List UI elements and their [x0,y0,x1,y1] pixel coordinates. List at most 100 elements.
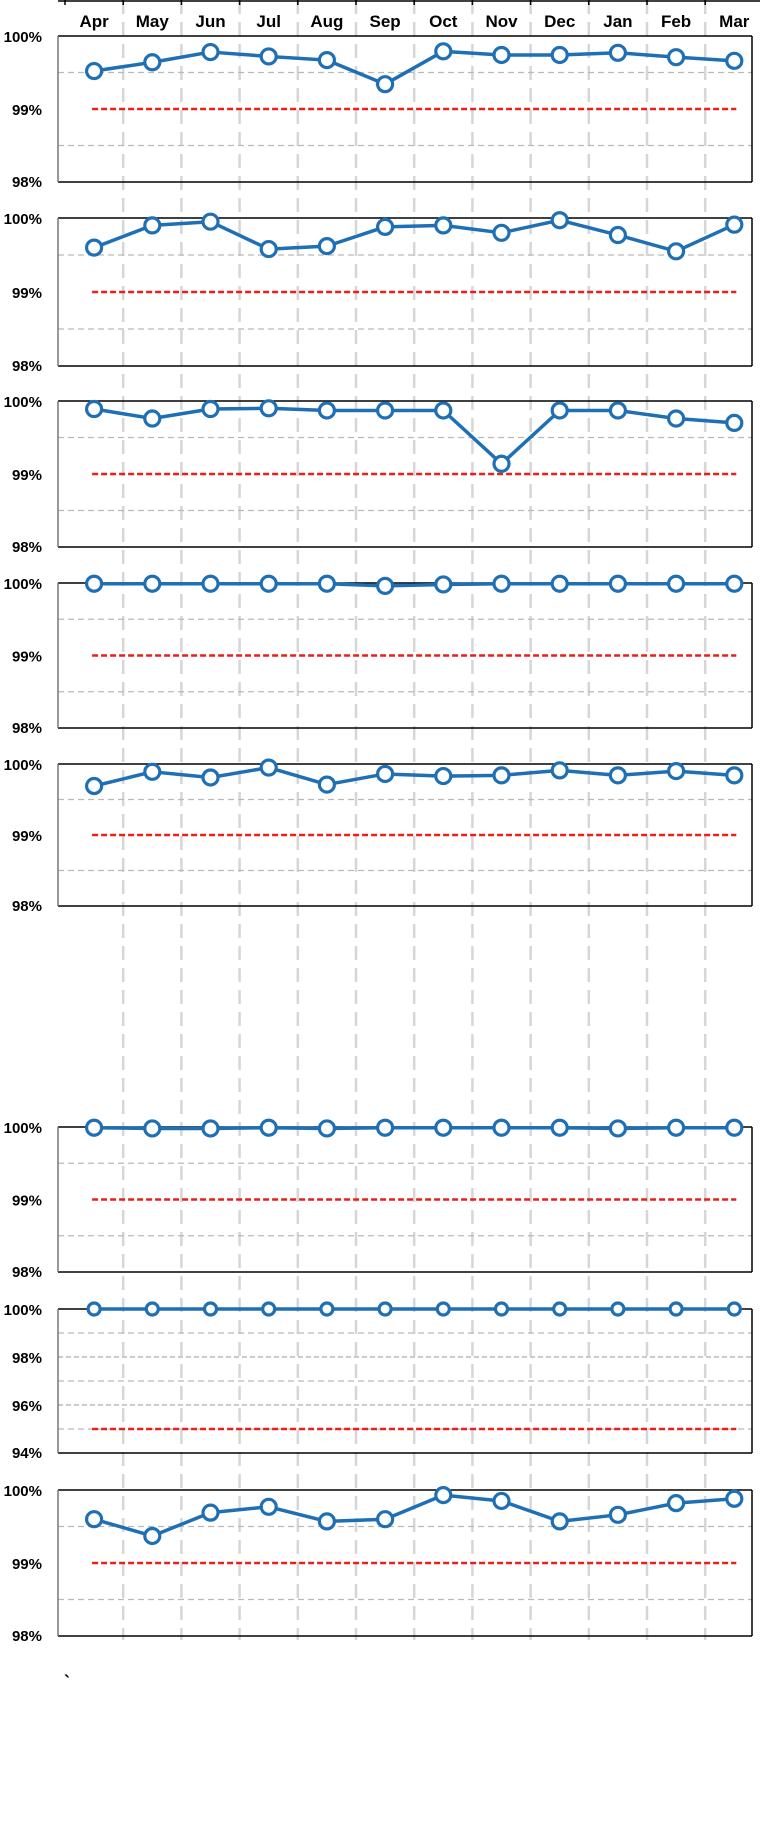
data-point [259,1118,278,1137]
y-tick-label: 98% [12,174,42,191]
chart-panel: 98% 99% 100% [4,29,753,191]
data-point [492,454,511,473]
y-tick-label: 98% [12,720,42,737]
data-point [376,1118,395,1137]
data-point [84,1118,104,1137]
y-tick-label: 96% [12,1398,42,1415]
chart-panel: 98% 99% 100% [4,1483,753,1645]
data-point [666,1118,686,1137]
data-point [725,766,744,785]
y-tick-label: 98% [12,898,42,915]
data-point [610,1301,626,1317]
data-point [84,1510,104,1529]
month-label: Feb [661,12,691,31]
data-point [725,413,744,432]
y-tick-label: 100% [4,757,42,774]
data-point [143,53,162,72]
data-point [317,50,336,70]
series-line [93,1493,735,1538]
month-label: Jul [256,12,281,31]
data-point [84,61,104,81]
data-point [259,399,278,418]
y-tick-label: 99% [12,828,42,845]
month-label: Oct [429,12,458,31]
data-point [726,1301,742,1317]
data-point [376,764,395,784]
data-point [376,75,395,94]
month-label: Mar [719,12,750,31]
month-label: May [136,12,170,31]
data-point [550,211,569,230]
data-point [143,1526,162,1546]
data-point [143,762,162,781]
y-tick-label: 99% [12,467,42,484]
data-point [434,216,453,235]
month-label: Nov [485,12,518,31]
data-point [319,1301,335,1317]
data-point [725,1489,744,1508]
data-point [84,574,104,593]
y-tick-label: 94% [12,1445,42,1462]
month-label: Jan [603,12,632,31]
month-label: Dec [544,12,575,31]
data-point [84,399,104,419]
data-point [725,574,744,593]
data-point [201,1119,220,1138]
data-point [434,42,453,61]
data-point [317,237,336,256]
y-tick-label: 98% [12,1264,42,1281]
data-point [143,409,162,428]
chart-panel: 94% 96% 98% 100% [4,1301,753,1462]
data-point [550,761,569,780]
data-point [144,1301,160,1317]
data-point [666,1494,686,1513]
data-point [434,575,453,594]
data-point [317,775,336,794]
y-tick-label: 98% [12,358,42,375]
data-point [317,1512,336,1531]
data-point [550,574,569,593]
data-point [550,1512,569,1531]
data-point [259,239,278,259]
data-point [668,1301,684,1317]
month-label: Aug [310,12,343,31]
data-point [201,768,220,787]
data-point [666,48,686,67]
data-point [666,409,686,428]
data-point [201,42,220,62]
data-point [434,401,453,420]
data-point [434,766,453,786]
data-point [376,217,395,236]
y-tick-label: 100% [4,1483,42,1500]
data-point [84,238,104,257]
y-tick-label: 99% [12,102,42,119]
y-tick-label: 99% [12,285,42,302]
month-label: Apr [79,12,109,31]
data-point [492,45,511,65]
data-point [84,776,104,796]
data-point [259,1497,278,1516]
chart-panels: 98% 99% 100% 98% 99% 100% 98% 99% 100% 98% 99% 100%… [4,29,753,1645]
data-point [608,766,628,785]
data-point [492,223,511,242]
data-point [377,1301,393,1317]
data-point [261,1301,277,1317]
data-point [434,1118,453,1137]
data-point [666,242,686,261]
data-point [493,1301,510,1317]
series-line [93,218,736,254]
data-point [492,1118,511,1137]
y-tick-label: 98% [12,1628,42,1645]
y-tick-label: 98% [12,1350,42,1367]
data-point [143,1119,162,1138]
data-point [550,1118,569,1137]
data-point [725,1118,744,1137]
month-label: Sep [370,12,401,31]
data-point [317,401,336,420]
data-point [86,1301,102,1317]
y-tick-label: 100% [4,29,42,46]
chart-panel: 98% 99% 100% [4,394,753,556]
data-point [259,574,278,593]
data-point [201,399,220,419]
data-point [202,1301,219,1317]
